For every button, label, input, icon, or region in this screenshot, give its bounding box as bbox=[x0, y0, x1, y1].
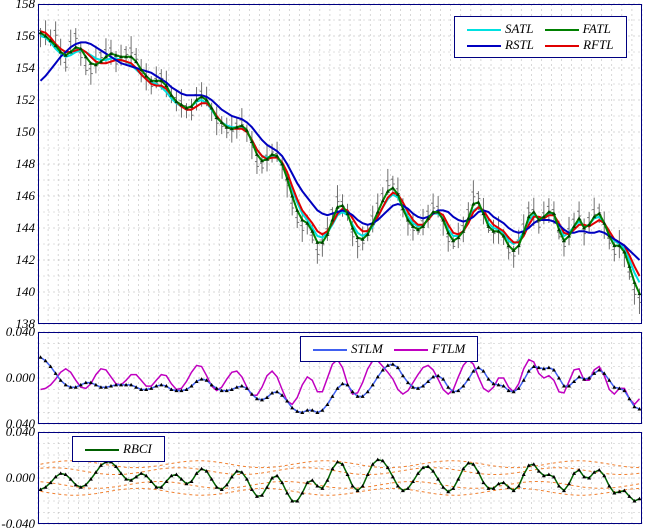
ytick-label: 0.040 bbox=[0, 325, 35, 338]
legend-rftl: RFTL bbox=[545, 37, 613, 53]
ytick-label: 154 bbox=[0, 61, 35, 74]
ytick-label: 156 bbox=[0, 29, 35, 42]
ytick-label: 152 bbox=[0, 93, 35, 106]
ytick-label: 148 bbox=[0, 157, 35, 170]
ytick-label: 158 bbox=[0, 0, 35, 10]
legend-rbci-label: RBCI bbox=[123, 441, 152, 456]
panel2-legend: STLM FTLM bbox=[300, 336, 478, 362]
legend-stlm-label: STLM bbox=[351, 341, 383, 356]
legend-ftlm: FTLM bbox=[394, 341, 465, 357]
ytick-label: 140 bbox=[0, 285, 35, 298]
ytick-label: 0.000 bbox=[0, 471, 35, 484]
panel3-legend: RBCI bbox=[72, 436, 165, 462]
legend-ftlm-label: FTLM bbox=[432, 341, 465, 356]
ytick-label: 146 bbox=[0, 189, 35, 202]
ytick-label: 144 bbox=[0, 221, 35, 234]
ytick-label: 150 bbox=[0, 125, 35, 138]
ytick-label: 0.000 bbox=[0, 371, 35, 384]
legend-satl-label: SATL bbox=[505, 21, 533, 36]
ytick-label: 0.040 bbox=[0, 425, 35, 438]
legend-fatl-label: FATL bbox=[583, 21, 611, 36]
legend-rbci: RBCI bbox=[85, 441, 152, 457]
legend-rstl-label: RSTL bbox=[505, 37, 534, 52]
legend-stlm: STLM bbox=[313, 341, 383, 357]
panel1-legend: SATL FATL RSTL RFTL bbox=[454, 16, 627, 58]
ytick-label: 142 bbox=[0, 253, 35, 266]
legend-rftl-label: RFTL bbox=[583, 37, 613, 52]
legend-rstl: RSTL bbox=[467, 37, 534, 53]
ytick-label: -0.040 bbox=[0, 517, 35, 530]
legend-fatl: FATL bbox=[545, 21, 611, 37]
legend-satl: SATL bbox=[467, 21, 533, 37]
